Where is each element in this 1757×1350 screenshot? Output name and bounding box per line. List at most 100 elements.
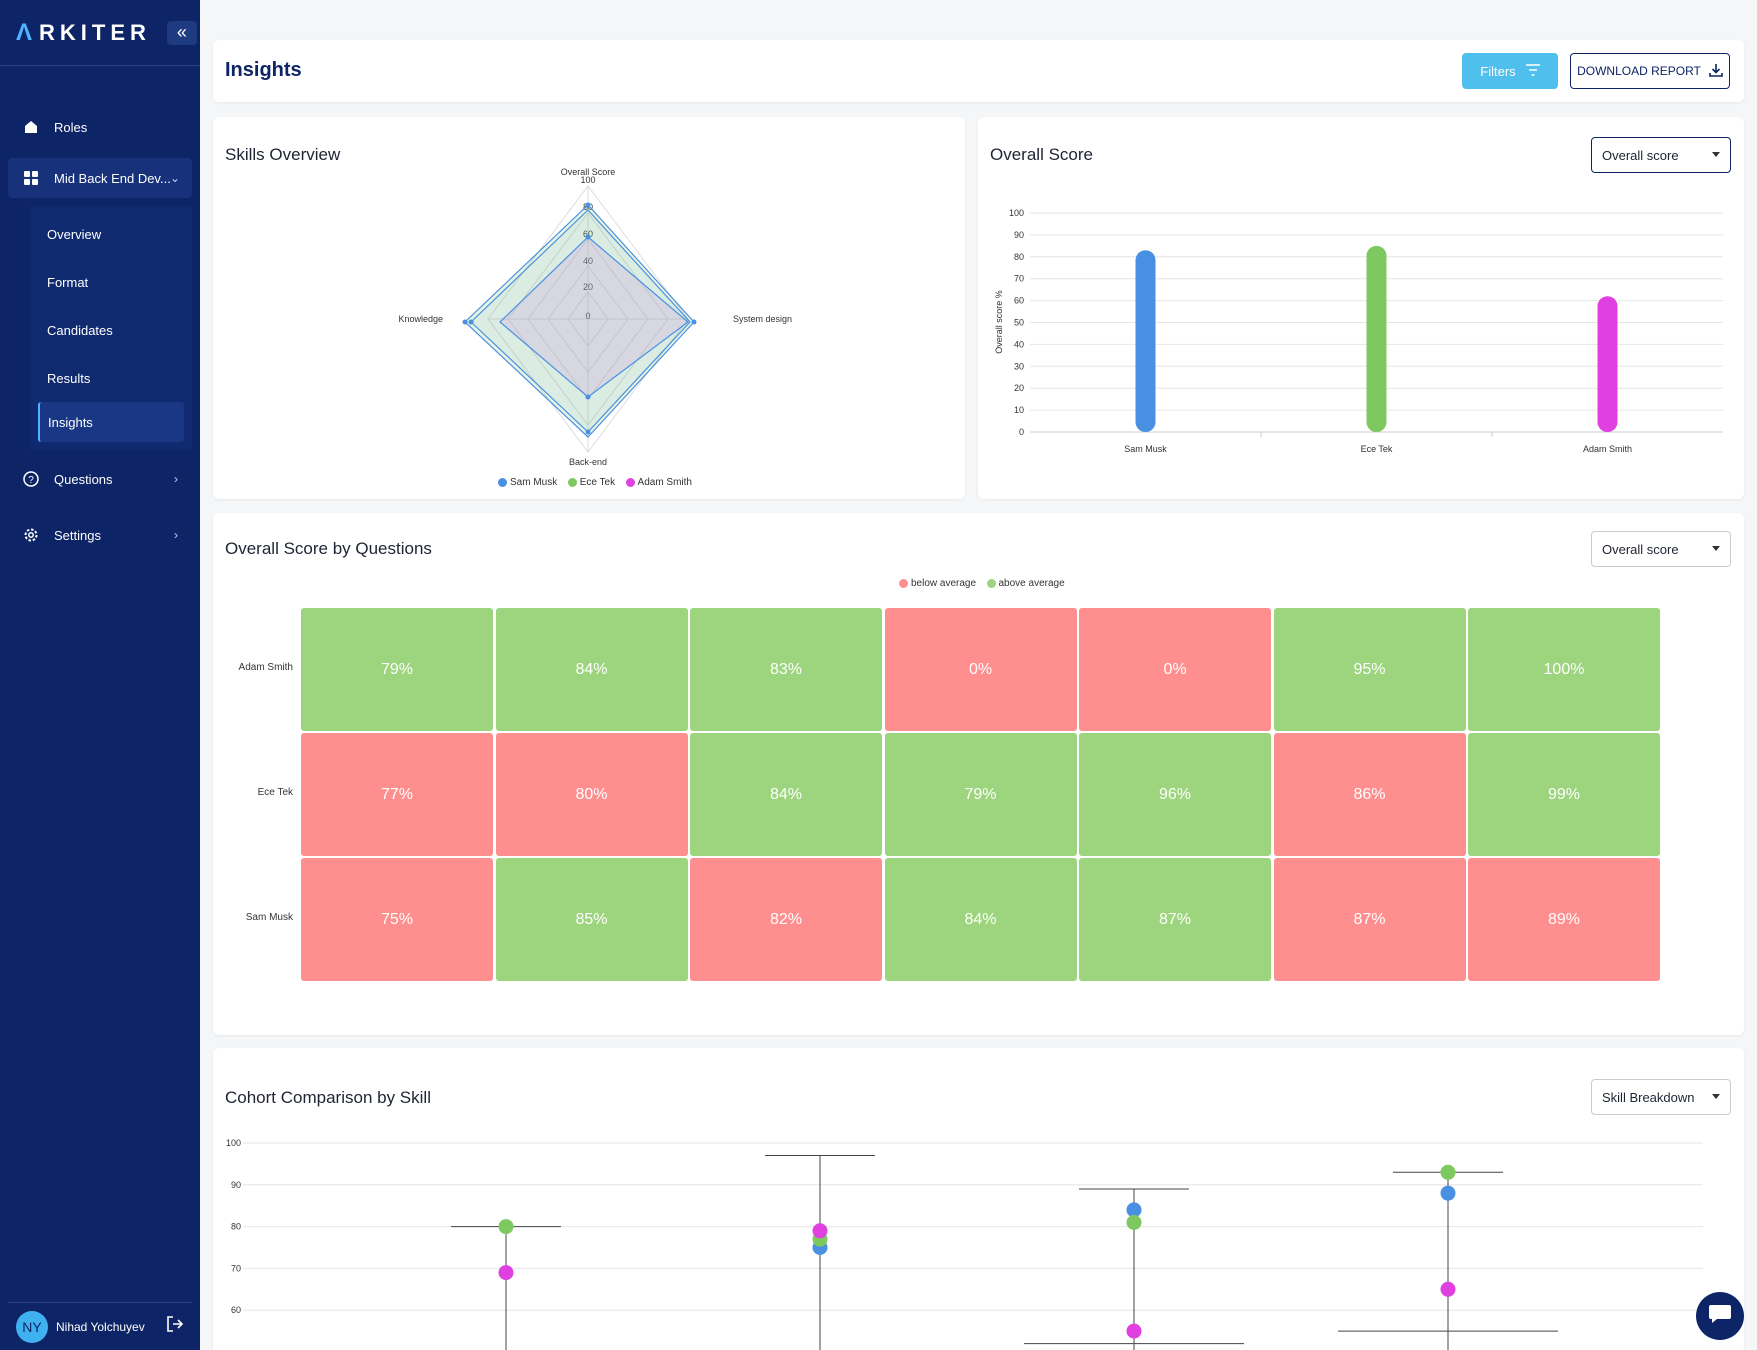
chat-button[interactable] xyxy=(1696,1292,1744,1340)
grid-icon xyxy=(22,169,40,187)
skills-overview-title: Skills Overview xyxy=(225,145,341,164)
legend-label: Sam Musk xyxy=(510,477,558,489)
score-by-questions-card: Overall Score by Questions Overall score… xyxy=(213,513,1744,1035)
heatmap-cell[interactable]: 89% xyxy=(1468,858,1660,981)
cohort-group xyxy=(451,1219,561,1350)
sidebar-item-label: Roles xyxy=(54,119,88,135)
heatmap-cell[interactable]: 82% xyxy=(690,858,882,981)
cohort-point xyxy=(1440,1281,1456,1297)
heatmap-cell[interactable]: 79% xyxy=(884,733,1077,856)
heatmap-cell[interactable]: 95% xyxy=(1273,608,1466,731)
download-label: DOWNLOAD REPORT xyxy=(1577,64,1701,78)
heatmap-cell[interactable]: 79% xyxy=(301,608,493,731)
heatmap-cell[interactable]: 99% xyxy=(1468,733,1660,856)
heatmap-cell[interactable]: 80% xyxy=(495,733,688,856)
heatmap-cell[interactable]: 87% xyxy=(1273,858,1466,981)
overall-score-card: Overall Score Overall score 100 90 80 70 60 5… xyxy=(978,117,1744,499)
cohort-group xyxy=(1338,1164,1558,1350)
cohort-point xyxy=(1126,1323,1142,1339)
legend-label: above average xyxy=(998,578,1065,590)
legend-dot xyxy=(498,478,507,488)
sidebar: Λ RKITER « Roles Mid Back End Dev... ⌄ O… xyxy=(0,0,200,1350)
sidebar-item-candidates[interactable]: Candidates xyxy=(47,322,113,338)
gear-icon xyxy=(22,526,40,544)
y-tick-label: 0 xyxy=(1019,427,1024,437)
heatmap-cell[interactable]: 85% xyxy=(495,858,688,981)
sidebar-item-label: Settings xyxy=(54,527,101,543)
x-tick-label: Sam Musk xyxy=(1124,444,1167,454)
x-tick-label: Ece Tek xyxy=(1361,444,1393,454)
sidebar-item-questions[interactable]: ? Questions › xyxy=(0,456,200,502)
legend-label: Adam Smith xyxy=(637,477,692,489)
download-report-button[interactable]: DOWNLOAD REPORT xyxy=(1570,53,1730,89)
sidebar-item-settings[interactable]: Settings › xyxy=(0,512,200,558)
sidebar-item-insights[interactable]: Insights xyxy=(38,402,184,442)
heatmap-cell[interactable]: 100% xyxy=(1468,608,1660,731)
sidebar-item-results[interactable]: Results xyxy=(47,370,91,386)
heatmap-cell[interactable]: 87% xyxy=(1079,858,1271,981)
heatmap-cell[interactable]: 84% xyxy=(884,858,1077,981)
overall-score-title: Overall Score xyxy=(990,145,1093,164)
page-title: Insights xyxy=(225,59,302,81)
radar-series-sam-musk xyxy=(462,202,697,435)
caret-down-icon xyxy=(1712,546,1720,551)
heatmap-cell[interactable]: 77% xyxy=(301,733,493,856)
heatmap-cell[interactable]: 0% xyxy=(884,608,1077,731)
heatmap-cell[interactable]: 86% xyxy=(1273,733,1466,856)
bar-adam-smith xyxy=(1597,296,1618,432)
heatmap-cell[interactable]: 0% xyxy=(1079,608,1271,731)
y-tick-label: 80 xyxy=(231,1222,241,1232)
heatmap-cell[interactable]: 84% xyxy=(690,733,882,856)
collapse-sidebar-button[interactable]: « xyxy=(166,20,197,45)
logo-row: Λ RKITER « xyxy=(0,0,200,66)
legend-dot xyxy=(986,579,996,589)
legend-dot xyxy=(899,579,908,589)
heatmap-row-label: Ece Tek xyxy=(257,787,293,798)
radar-axis-label: Knowledge xyxy=(398,314,443,324)
score-by-questions-select[interactable]: Overall score xyxy=(1591,531,1731,567)
y-tick-label: 70 xyxy=(231,1263,241,1273)
avatar[interactable]: NY xyxy=(16,1310,48,1343)
radar-tick: 0 xyxy=(585,311,590,321)
heatmap-cell[interactable]: 83% xyxy=(690,608,882,731)
heatmap-cell[interactable]: 96% xyxy=(1079,733,1271,856)
y-tick-label: 40 xyxy=(1014,339,1024,349)
y-tick-label: 10 xyxy=(1014,405,1024,415)
bar-ece-tek xyxy=(1366,245,1387,432)
legend-label: below average xyxy=(911,578,977,590)
logo: Λ RKITER xyxy=(16,19,151,47)
y-tick-label: 50 xyxy=(1014,318,1024,328)
cohort-point xyxy=(812,1223,828,1239)
cohort-point xyxy=(498,1219,514,1235)
filters-button[interactable]: Filters xyxy=(1462,53,1558,89)
y-tick-label: 60 xyxy=(231,1305,241,1315)
logo-mark: Λ xyxy=(16,18,38,46)
user-row: NY Nihad Yolchuyev xyxy=(8,1302,192,1350)
radar-series-adam-smith xyxy=(468,234,689,400)
filters-label: Filters xyxy=(1480,63,1516,79)
sidebar-item-format[interactable]: Format xyxy=(47,274,89,290)
home-icon xyxy=(22,118,40,136)
radar-tick: 60 xyxy=(583,229,593,239)
logout-icon[interactable] xyxy=(166,1315,184,1338)
role-submenu: Overview Format Candidates Results Insig… xyxy=(30,206,192,450)
sidebar-item-roles[interactable]: Roles xyxy=(0,104,200,150)
cohort-point xyxy=(1126,1202,1142,1218)
select-value: Overall score xyxy=(1602,147,1679,163)
question-circle-icon: ? xyxy=(22,470,40,488)
radar-chart: 100 80 60 40 20 0 Overall Score System d… xyxy=(398,167,792,467)
y-tick-label: 30 xyxy=(1014,361,1024,371)
sidebar-item-role[interactable]: Mid Back End Dev... ⌄ xyxy=(8,158,192,198)
chevron-down-icon: ⌄ xyxy=(169,171,180,185)
radar-tick: 20 xyxy=(583,282,593,292)
sidebar-item-overview[interactable]: Overview xyxy=(47,226,102,242)
radar-legend: Sam Musk Ece Tek Adam Smith xyxy=(498,474,698,492)
heatmap-cell[interactable]: 75% xyxy=(301,858,493,981)
select-value: Skill Breakdown xyxy=(1602,1089,1695,1105)
skills-overview-card: Skills Overview 100 80 60 40 20 0 Overal… xyxy=(213,117,965,499)
heatmap-cell[interactable]: 84% xyxy=(495,608,688,731)
overall-score-select[interactable]: Overall score xyxy=(1591,137,1731,173)
sidebar-item-label: Mid Back End Dev... xyxy=(54,170,171,186)
radar-axis-label: System design xyxy=(733,314,792,324)
cohort-select[interactable]: Skill Breakdown xyxy=(1591,1079,1731,1115)
